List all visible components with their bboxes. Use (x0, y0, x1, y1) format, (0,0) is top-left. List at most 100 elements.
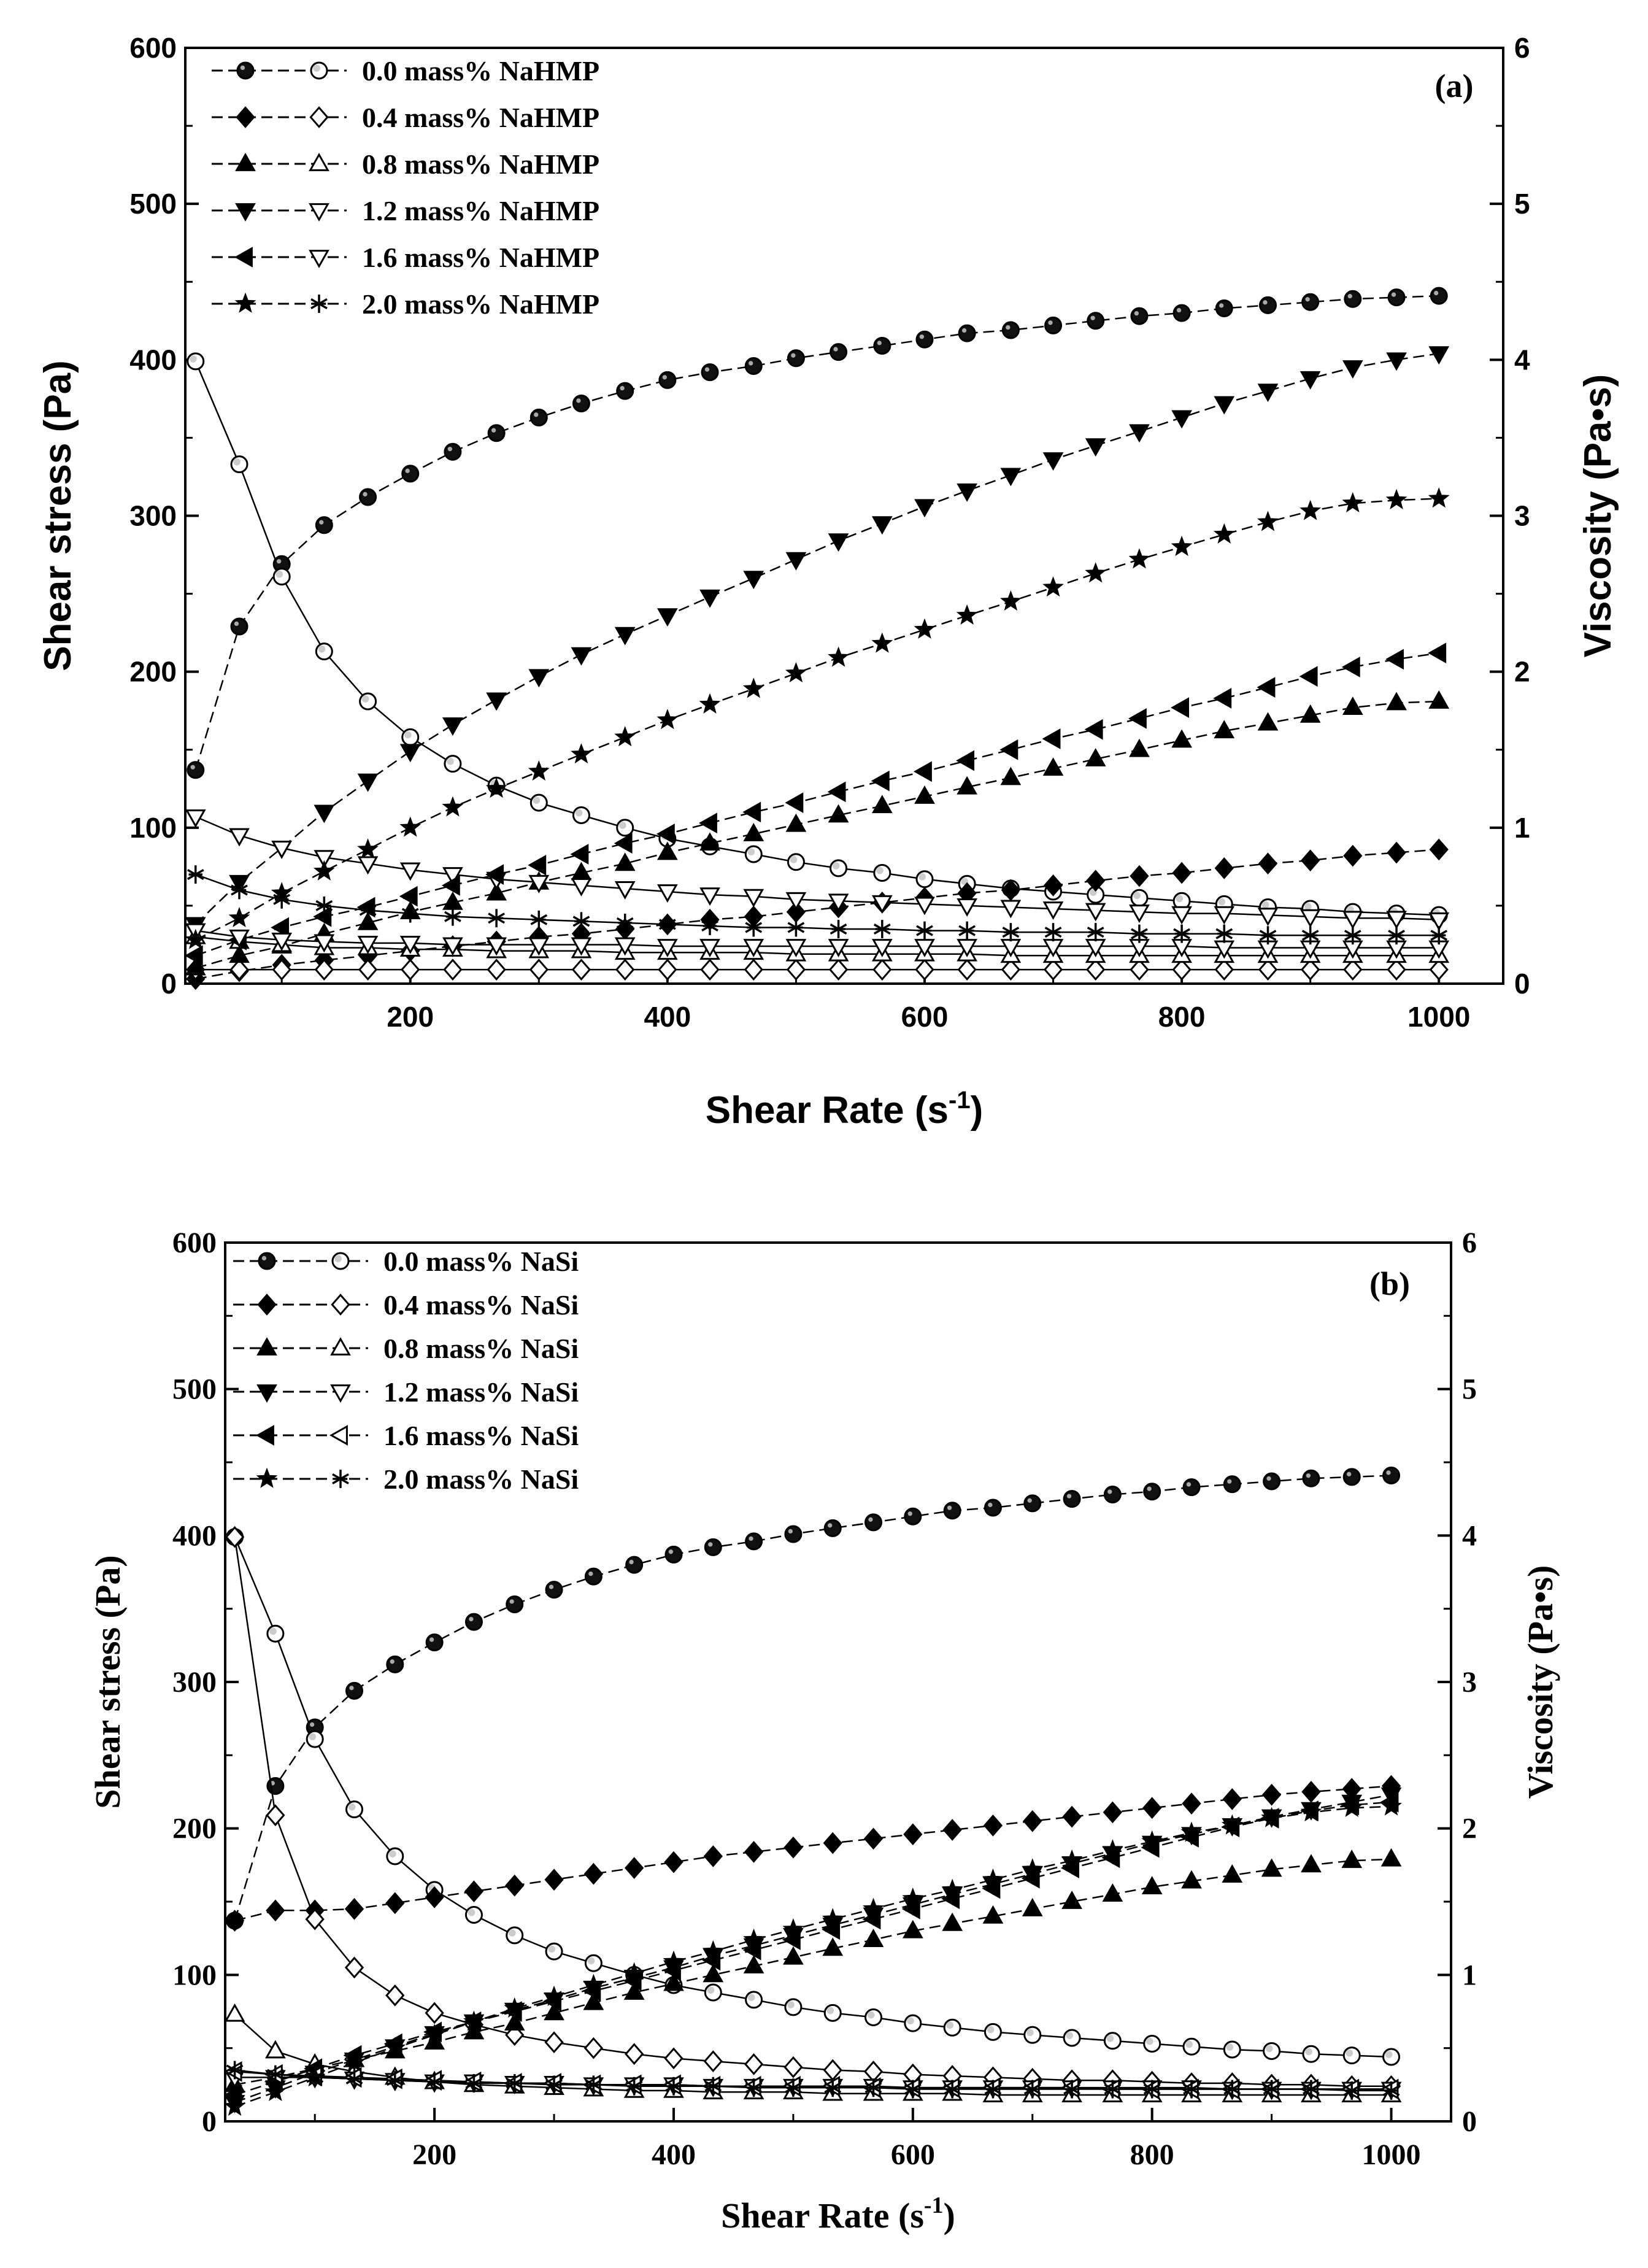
viscosity-point (229, 958, 249, 981)
stress-point (229, 944, 250, 963)
stress-point-shine (662, 375, 667, 380)
legend-label: 0.0 mass% NaHMP (362, 55, 599, 87)
viscosity-point (1023, 2026, 1042, 2044)
stress-point-shine (1107, 1489, 1112, 1494)
stress-point-shine (1305, 297, 1310, 302)
y-left-tick-label: 0 (161, 968, 177, 1000)
viscosity-point (225, 2003, 245, 2022)
stress-point-shine (833, 347, 838, 352)
legend-viscosity-marker (331, 1294, 350, 1316)
stress-point (1042, 576, 1064, 597)
viscosity-point (265, 2040, 286, 2059)
stress-point (1344, 290, 1362, 308)
stress-point (663, 1972, 684, 1991)
stress-point (1061, 1890, 1082, 1909)
x-axis-title-close: ) (944, 2196, 955, 2235)
viscosity-point-shade (918, 873, 926, 881)
viscosity-point (225, 1526, 245, 1548)
stress-point-shine (988, 1502, 993, 1508)
stress-point-shine (319, 520, 324, 525)
viscosity-point (1044, 923, 1062, 942)
viscosity-point (745, 2078, 763, 2097)
stress-point (545, 1581, 563, 1599)
y-left-tick-label: 400 (172, 1519, 217, 1552)
viscosity-line (194, 361, 1439, 916)
stress-point (1044, 316, 1063, 334)
viscosity-point-shade (946, 2021, 954, 2029)
viscosity-point-shade (1185, 2040, 1193, 2048)
stress-point-body (1387, 288, 1406, 307)
viscosity-point (957, 958, 977, 981)
viscosity-point (787, 918, 805, 937)
viscosity-point-shade (269, 1627, 277, 1635)
stress-point (1428, 642, 1447, 664)
stress-point (344, 1898, 364, 1920)
stress-point (584, 1567, 603, 1586)
stress-point (442, 717, 463, 736)
viscosity-point (315, 642, 333, 661)
viscosity-point (943, 2018, 961, 2037)
viscosity-point (830, 859, 848, 878)
stress-point (614, 627, 636, 646)
viscosity-point (529, 958, 549, 981)
stress-point (1300, 500, 1322, 520)
stress-point (1301, 1781, 1321, 1803)
stress-point (187, 761, 205, 779)
stress-point-body (1259, 296, 1277, 314)
stress-point (699, 693, 721, 714)
viscosity-point (358, 958, 378, 981)
stress-point (583, 1991, 604, 2010)
stress-point (1387, 841, 1406, 864)
stress-point-shine (1186, 1482, 1192, 1487)
stress-point (863, 1929, 884, 1947)
legend-label: 1.2 mass% NaSi (383, 1376, 579, 1408)
stress-point (999, 590, 1022, 611)
viscosity-point (745, 918, 763, 937)
stress-point (785, 662, 807, 683)
viscosity-point (864, 2008, 883, 2027)
y-right-tick-label: 3 (1514, 500, 1530, 532)
stress-point (1343, 844, 1363, 867)
stress-point (956, 604, 978, 625)
stress-point-shine (469, 1616, 474, 1622)
stress-point-body (915, 330, 934, 349)
stress-point (543, 1985, 565, 2006)
x-axis-title-sup: -1 (924, 2193, 944, 2218)
stress-point (871, 632, 893, 653)
viscosity-point (701, 917, 718, 935)
stress-point (1302, 1469, 1320, 1487)
stress-point (1128, 548, 1150, 569)
viscosity-point (571, 878, 592, 897)
viscosity-point (957, 898, 977, 917)
viscosity-point-shade (826, 2007, 834, 2015)
viscosity-point (786, 958, 806, 981)
y-right-tick-label: 4 (1462, 1519, 1477, 1552)
stress-point-body (1044, 316, 1063, 334)
stress-point (742, 677, 764, 698)
y-left-axis-title: Shear stress (Pa) (88, 1555, 128, 1808)
chart-panel-b: 200 400 600 800 1000 0 100 200 300 400 500 600 0 1 2 3 4… (88, 1227, 1560, 2235)
stress-point (942, 1912, 963, 1931)
y-right-tick-label: 0 (1462, 2105, 1477, 2138)
viscosity-point (1223, 2080, 1241, 2099)
stress-point (1213, 688, 1232, 709)
y-right-tick-label: 0 (1514, 968, 1530, 1000)
viscosity-point-shade (1265, 2045, 1273, 2053)
viscosity-point (1023, 2080, 1041, 2099)
stress-point (1023, 1494, 1042, 1513)
viscosity-point (506, 2073, 523, 2092)
legend-label: 1.6 mass% NaHMP (362, 242, 599, 273)
viscosity-point-shade (1385, 2051, 1393, 2058)
stress-point (616, 382, 634, 400)
legend-viscosity-marker (332, 1470, 349, 1488)
stress-point (782, 1918, 804, 1939)
stress-point (1103, 1801, 1123, 1824)
viscosity-line (195, 873, 1439, 936)
stress-point (664, 1545, 683, 1564)
viscosity-point (271, 840, 293, 859)
y-right-axis-title: Viscosity (Pa•s) (1577, 374, 1619, 658)
viscosity-point (1085, 903, 1106, 922)
x-tick-label: 600 (901, 1001, 949, 1033)
stress-point (266, 1899, 285, 1922)
